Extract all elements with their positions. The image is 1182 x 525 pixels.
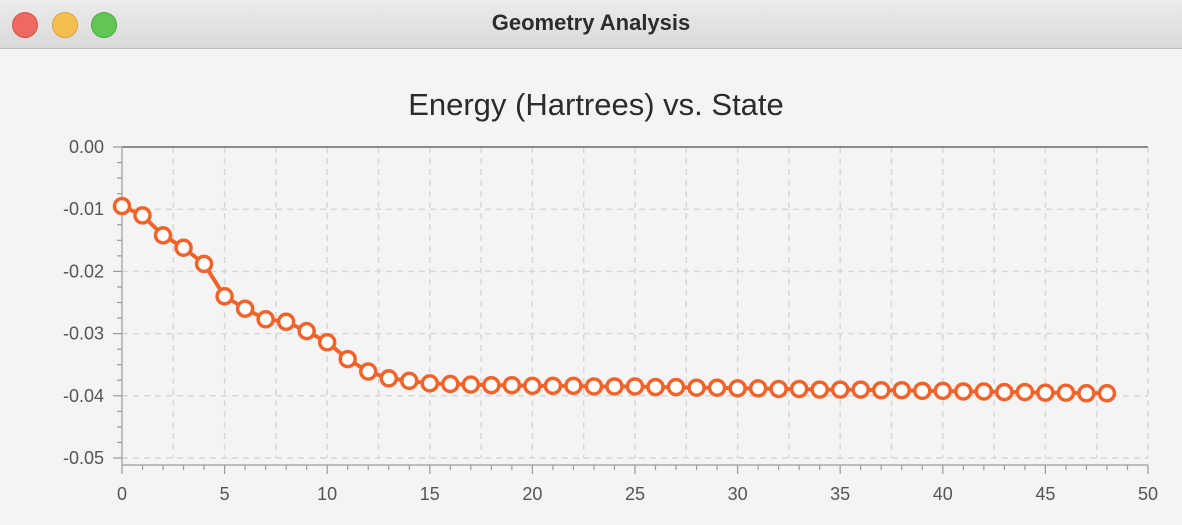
- data-point: [543, 376, 563, 396]
- data-point: [461, 375, 481, 394]
- data-point: [133, 206, 152, 225]
- data-point: [933, 381, 953, 401]
- data-point: [441, 374, 460, 394]
- data-point: [1077, 384, 1096, 403]
- y-tick-label: -0.05: [63, 448, 104, 468]
- x-tick-label: 35: [830, 484, 850, 504]
- data-point: [789, 379, 809, 399]
- series-line: [121, 204, 1107, 396]
- y-tick-label: 0.00: [69, 137, 104, 157]
- x-tick-label: 10: [317, 484, 337, 504]
- x-tick-label: 20: [522, 484, 542, 504]
- chart-title: Energy (Hartrees) vs. State: [408, 87, 784, 122]
- data-point: [502, 375, 522, 395]
- data-point: [400, 371, 419, 391]
- data-point: [297, 321, 316, 341]
- data-point: [605, 377, 624, 396]
- y-tick-label: -0.01: [63, 199, 104, 219]
- data-point: [1036, 383, 1055, 402]
- chart-area: 0.00 -0.01 -0.02 -0.03 -0.04 -0.05 0 5 10 15 20 25 3…: [0, 49, 1182, 520]
- data-point: [523, 376, 542, 396]
- data-point: [174, 238, 193, 258]
- data-point: [482, 375, 501, 395]
- data-point: [112, 196, 132, 216]
- data-point: [564, 376, 583, 396]
- zoom-window-button[interactable]: [91, 12, 117, 38]
- data-point: [1056, 383, 1076, 402]
- energy-chart: 0.00 -0.01 -0.02 -0.03 -0.04 -0.05 0 5 10 15 20 25 3…: [63, 87, 1158, 504]
- x-tick-label: 5: [220, 484, 230, 504]
- data-point: [666, 377, 686, 397]
- data-point: [871, 380, 891, 400]
- data-point: [338, 349, 357, 369]
- data-point: [687, 378, 706, 397]
- data-point: [215, 287, 234, 306]
- data-point: [1097, 384, 1117, 403]
- x-tick-label: 50: [1138, 484, 1158, 504]
- x-tick-label: 15: [420, 484, 440, 504]
- data-point: [194, 254, 214, 274]
- x-tick-label: 0: [117, 484, 127, 504]
- data-point: [913, 381, 932, 401]
- data-point: [379, 369, 399, 388]
- data-point: [235, 299, 255, 318]
- x-tick-label: 40: [933, 484, 953, 504]
- y-tick-label: -0.03: [63, 324, 104, 344]
- minimize-window-button[interactable]: [52, 12, 78, 38]
- close-window-button[interactable]: [12, 12, 38, 38]
- data-point: [276, 312, 296, 332]
- x-tick-label: 25: [625, 484, 645, 504]
- data-point: [646, 377, 665, 397]
- window-titlebar: Geometry Analysis: [0, 0, 1182, 49]
- data-point: [153, 226, 173, 245]
- data-point: [810, 380, 829, 399]
- x-tick-label: 30: [728, 484, 748, 504]
- data-point: [974, 382, 994, 401]
- data-point: [830, 380, 850, 399]
- data-point: [769, 379, 788, 399]
- data-point: [851, 380, 870, 399]
- data-point: [707, 378, 727, 397]
- data-point: [256, 310, 275, 329]
- data-point: [420, 374, 440, 393]
- x-tick-label: 45: [1035, 484, 1055, 504]
- data-point: [584, 377, 604, 396]
- window-title: Geometry Analysis: [491, 10, 691, 35]
- y-tick-label: -0.02: [63, 261, 104, 281]
- data-point: [317, 333, 337, 352]
- data-point: [625, 377, 645, 396]
- data-point: [728, 379, 747, 398]
- data-point: [1015, 382, 1035, 402]
- data-point: [748, 379, 768, 398]
- data-point: [995, 382, 1014, 402]
- data-point: [358, 362, 378, 381]
- data-point: [892, 380, 912, 400]
- data-point: [954, 382, 973, 401]
- y-tick-label: -0.04: [63, 386, 104, 406]
